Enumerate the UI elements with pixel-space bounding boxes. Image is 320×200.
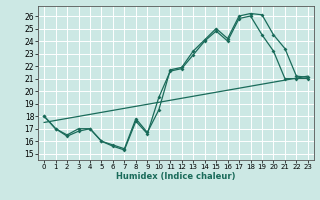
X-axis label: Humidex (Indice chaleur): Humidex (Indice chaleur) bbox=[116, 172, 236, 181]
